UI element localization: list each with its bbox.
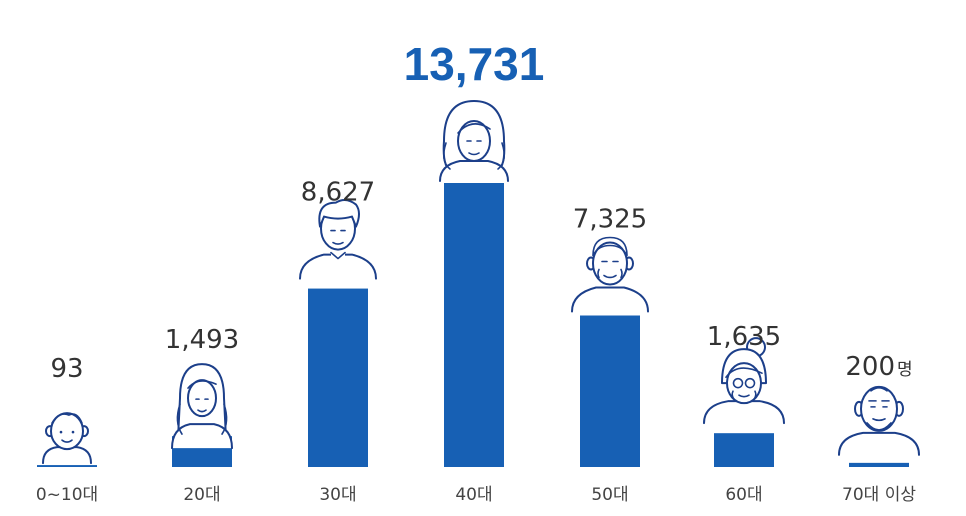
category-label-2: 30대 <box>319 485 356 505</box>
value-label-5: 1,635 <box>707 322 781 352</box>
value-label-3: 13,731 <box>404 38 545 90</box>
category-labels-layer: 0~10대 20대 30대 40대 50대 60대 70대 이상 <box>36 485 917 505</box>
category-label-6: 70대 이상 <box>842 485 916 505</box>
value-label-2: 8,627 <box>301 178 375 208</box>
value-label-6: 200 명 <box>845 352 912 382</box>
category-label-3: 40대 <box>455 485 492 505</box>
bar-5 <box>714 433 774 467</box>
icons-layer <box>42 100 920 465</box>
category-label-1: 20대 <box>183 485 220 505</box>
category-label-4: 50대 <box>591 485 628 505</box>
value-label-0: 93 <box>50 354 83 384</box>
woman-face-icon <box>439 100 509 182</box>
value-labels-layer: 93 1,493 8,627 13,731 7,325 1,635 200 명 <box>50 38 912 384</box>
bar-4 <box>580 315 640 467</box>
bar-0 <box>37 465 97 467</box>
young-man-face-icon <box>299 199 377 280</box>
bars-layer <box>37 183 909 467</box>
category-label-0: 0~10대 <box>36 485 98 505</box>
value-label-1: 1,493 <box>165 325 239 355</box>
bar-3 <box>444 183 504 467</box>
child-face-icon <box>42 412 92 465</box>
young-woman-face-icon <box>171 363 233 450</box>
bar-6 <box>849 462 909 467</box>
elderly-man-face-icon <box>838 385 920 456</box>
category-label-5: 60대 <box>725 485 762 505</box>
middle-aged-man-face-icon <box>571 236 649 313</box>
unit-label: 명 <box>897 360 913 380</box>
value-label-4: 7,325 <box>573 204 647 234</box>
elderly-woman-face-icon <box>703 337 785 425</box>
bar-2 <box>308 288 368 467</box>
